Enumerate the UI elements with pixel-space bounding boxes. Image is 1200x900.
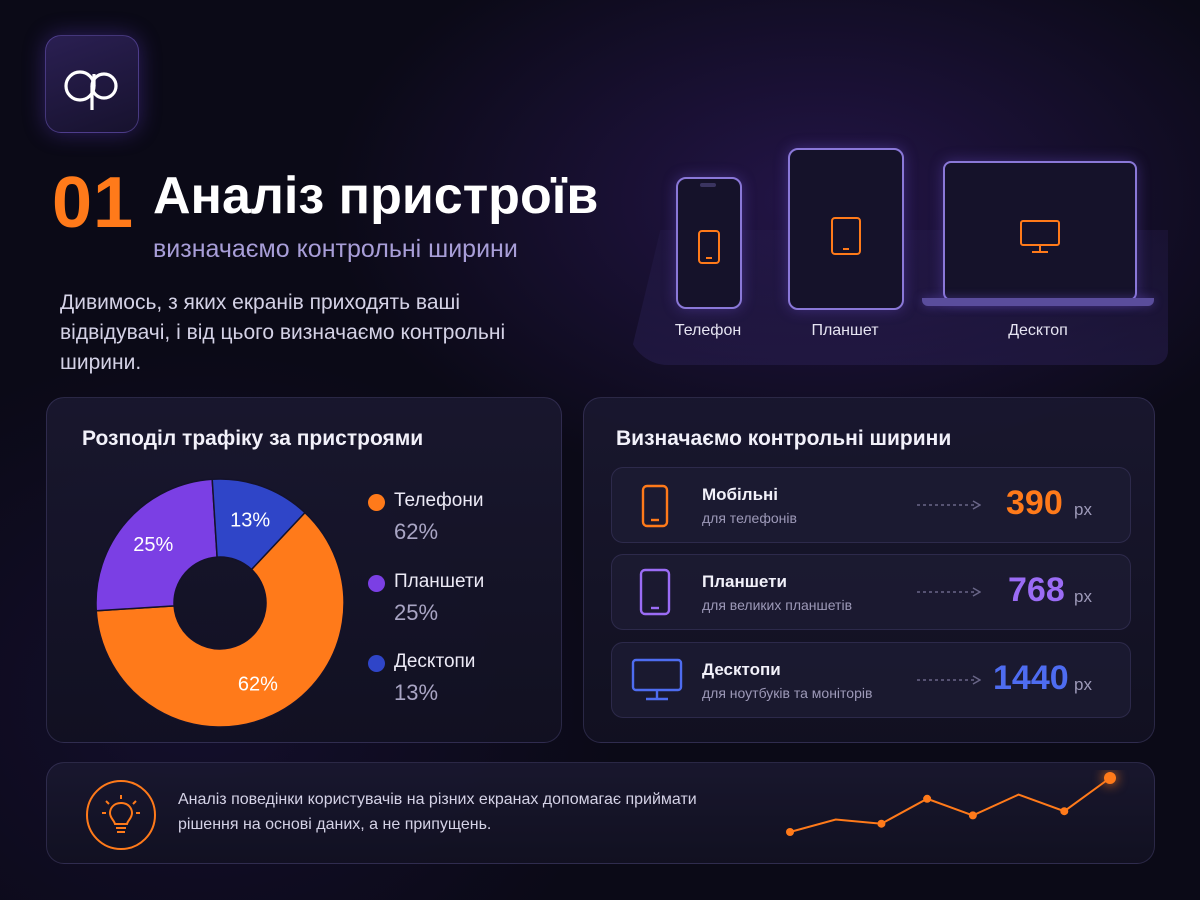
legend-name-phones: Телефони [394,490,484,511]
width-row-mobile-desc: для телефонів [702,510,797,526]
insight-text: Аналіз поведінки користувачів на різних … [178,791,697,833]
legend-name-tablets: Планшети [394,571,485,592]
width-row-tablet-unit: px [1074,587,1092,606]
legend-value-phones: 62% [394,519,439,544]
page-subtitle: визначаємо контрольні ширини [153,235,518,263]
sparkline-path [789,777,1111,833]
width-row-desktop-desc: для ноутбуків та моніторів [702,685,873,701]
width-row-desktop-name: Десктопи [702,660,781,679]
lightbulb-icon [102,795,140,833]
legend: Телефони 62% Планшети 25% Десктопи 13% [368,488,548,728]
slice-tablets [95,478,218,612]
width-row-mobile: Мобільні для телефонів 390 px [611,467,1131,543]
sparkline-point [968,811,977,820]
legend-dot-tablets [368,575,385,592]
width-row-tablet-value: 768 [1008,571,1065,609]
legend-dot-desktops [368,655,385,672]
width-row-desktop-value: 1440 [993,659,1069,697]
device-label-desktop: Десктоп [1008,322,1068,339]
section-number: 01 [52,163,135,243]
width-row-mobile-value: 390 [1006,484,1063,522]
width-row-mobile-name: Мобільні [702,485,779,504]
slice-label-phones: 62% [238,674,278,696]
dashed-arrow-icon [917,675,981,685]
dashed-arrow-icon [917,500,981,510]
tablet-icon [831,217,861,255]
slice-phones [95,511,345,728]
sparkline-point [923,794,932,803]
widths-card-title: Визначаємо контрольні ширини [616,427,952,450]
trend-sparkline [786,772,1116,836]
legend-dot-phones [368,494,385,511]
width-row-desktop-unit: px [1074,675,1092,694]
slice-label-desktops: 13% [230,509,270,531]
slice-desktops [211,478,306,571]
app-logo[interactable] [45,35,139,133]
device-phone [676,177,742,309]
device-tablet [788,148,904,310]
width-row-desktop: Десктопи для ноутбуків та моніторів 1440… [611,642,1131,718]
phone-icon [698,230,720,264]
device-laptop-base [922,298,1154,306]
tablet-icon [639,568,671,616]
intro-text: Дивимось, з яких екранів приходять ваші … [60,291,506,374]
device-laptop-screen [943,161,1137,301]
width-row-tablet: Планшети для великих планшетів 768 px [611,554,1131,630]
device-label-tablet: Планшет [811,322,879,339]
bulb-circle [86,780,156,850]
legend-value-desktops: 13% [394,680,439,705]
page-title: Аналіз пристроїв [153,167,599,225]
traffic-card-title: Розподіл трафіку за пристроями [82,427,424,450]
legend-value-tablets: 25% [394,600,439,625]
width-row-mobile-unit: px [1074,500,1092,519]
legend-name-desktops: Десктопи [394,651,476,672]
dashed-arrow-icon [917,587,981,597]
sparkline-point [1104,772,1116,784]
monitor-icon [1020,220,1060,253]
sparkline-point [1060,807,1069,816]
traffic-donut-chart: 62% 25% 13% [95,478,345,728]
slice-label-tablets: 25% [133,534,173,556]
sparkline-point [786,828,794,836]
device-label-phone: Телефон [674,322,742,339]
phone-icon [641,484,669,528]
sparkline-point [877,819,886,828]
logo-mark-icon [64,70,118,110]
monitor-icon [631,658,683,701]
width-row-tablet-name: Планшети [702,572,787,591]
width-row-tablet-desc: для великих планшетів [702,597,853,613]
